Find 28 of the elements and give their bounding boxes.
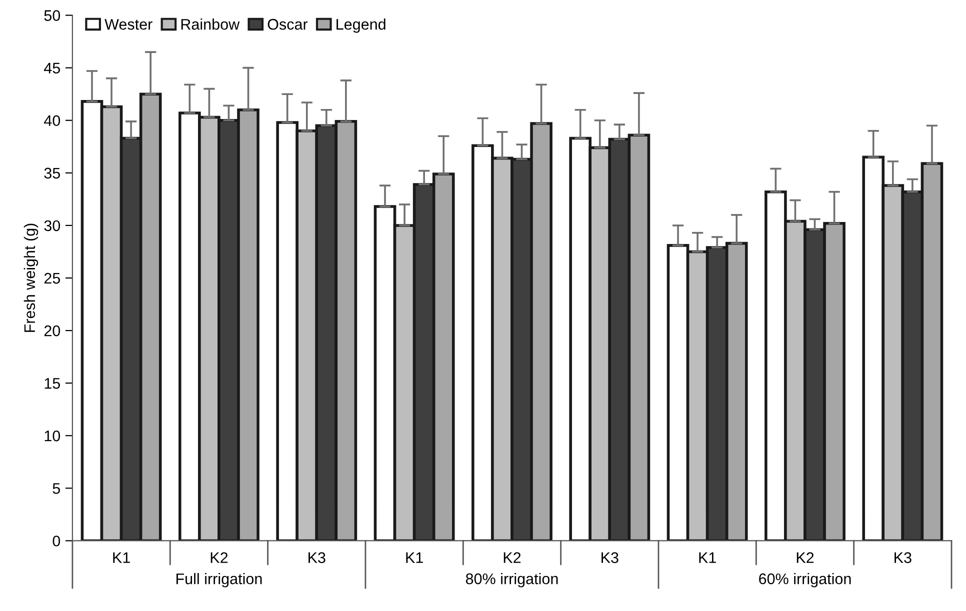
x-tick-label: K2 xyxy=(210,552,228,563)
y-axis-title: Fresh weight (g) xyxy=(24,224,38,332)
y-tick-label: 50 xyxy=(44,10,60,21)
y-tick-label: 40 xyxy=(44,115,60,126)
x-tick-label: K1 xyxy=(113,552,130,563)
legend-label: Rainbow xyxy=(181,18,240,30)
x-tick-label: K2 xyxy=(504,552,521,563)
y-tick-label: 10 xyxy=(44,430,60,442)
x-tick-label: K2 xyxy=(796,552,814,563)
y-tick-label: 5 xyxy=(52,483,60,494)
legend-label: Legend xyxy=(336,18,386,33)
y-tick-label: 0 xyxy=(52,536,60,546)
text: Full irrigation xyxy=(176,573,262,588)
x-tick-label: K3 xyxy=(308,552,326,564)
y-tick-label: 45 xyxy=(44,62,60,74)
legend-label: Oscar xyxy=(268,18,308,30)
x-tick-label: K1 xyxy=(406,552,423,563)
y-tick-label: 15 xyxy=(44,378,60,389)
text: 60% irrigation xyxy=(759,573,851,588)
x-tick-label: K3 xyxy=(602,552,618,564)
y-tick-label: 35 xyxy=(44,168,60,179)
y-tick-label: 25 xyxy=(44,272,60,284)
y-tick-label: 20 xyxy=(44,325,60,336)
text: 80% irrigation xyxy=(466,573,558,588)
y-tick-label: 30 xyxy=(44,220,60,232)
x-tick-label: K3 xyxy=(894,552,912,564)
x-tick-label: K1 xyxy=(699,552,716,563)
legend-label: Wester xyxy=(104,19,152,30)
